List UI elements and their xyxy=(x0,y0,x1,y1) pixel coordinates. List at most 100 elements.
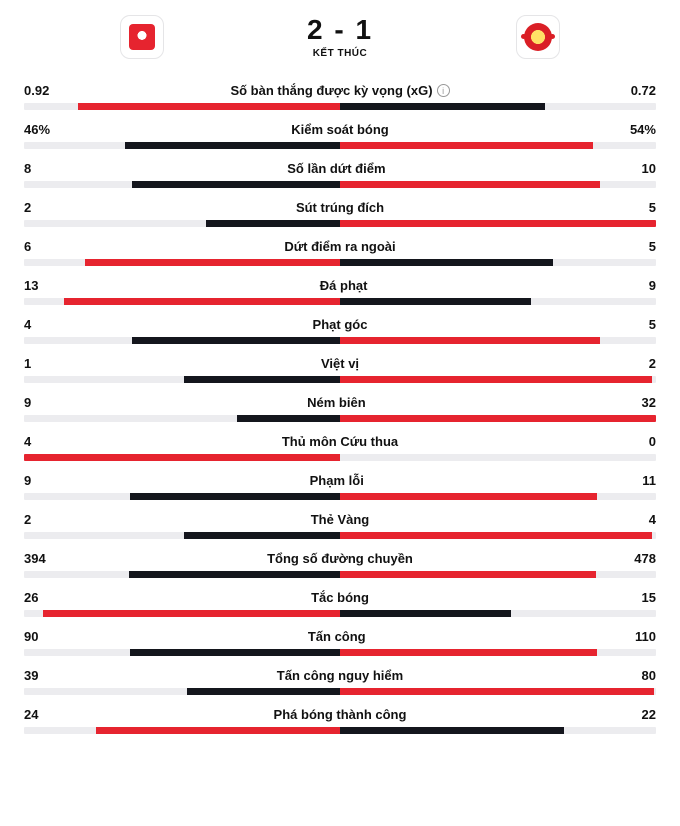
stat-label: Kiểm soát bóng xyxy=(291,122,389,137)
scoreline: 2 - 1 KẾT THÚC xyxy=(307,14,373,59)
score-separator: - xyxy=(334,14,345,45)
stat-label: Thẻ Vàng xyxy=(311,512,370,527)
stat-label: Tấn công nguy hiểm xyxy=(277,668,403,683)
stat-row: 6Dứt điểm ra ngoài5 xyxy=(24,239,656,266)
stat-row-head: 26Tắc bóng15 xyxy=(24,590,656,605)
away-value: 2 xyxy=(649,356,656,371)
home-bar-segment xyxy=(206,220,340,227)
home-bar-segment xyxy=(129,571,340,578)
home-value: 9 xyxy=(24,395,31,410)
stat-bar xyxy=(24,727,656,734)
away-bar-segment xyxy=(340,415,656,422)
stat-row-head: 2Sút trúng đích5 xyxy=(24,200,656,215)
stat-row-head: 0.92Số bàn thắng được kỳ vọng (xG)i0.72 xyxy=(24,83,656,98)
stat-bar xyxy=(24,454,656,461)
home-bar-segment xyxy=(78,103,340,110)
home-value: 39 xyxy=(24,668,38,683)
home-value: 90 xyxy=(24,629,38,644)
home-bar-segment xyxy=(96,727,340,734)
home-value: 2 xyxy=(24,512,31,527)
away-value: 22 xyxy=(642,707,656,722)
away-bar-segment xyxy=(340,259,553,266)
stat-label-text: Thủ môn Cứu thua xyxy=(282,434,398,449)
stat-label-text: Phạt góc xyxy=(313,317,368,332)
match-header: 2 - 1 KẾT THÚC xyxy=(0,0,680,65)
away-bar-segment xyxy=(340,298,531,305)
away-bar-segment xyxy=(340,493,597,500)
info-icon[interactable]: i xyxy=(437,84,450,97)
stat-label: Tấn công xyxy=(308,629,366,644)
home-bar-segment xyxy=(184,376,340,383)
stat-label: Phá bóng thành công xyxy=(274,707,407,722)
home-value: 8 xyxy=(24,161,31,176)
away-bar-segment xyxy=(340,649,597,656)
stat-label-text: Phạm lỗi xyxy=(310,473,364,488)
stat-row: 1Việt vị2 xyxy=(24,356,656,383)
stat-label-text: Tấn công xyxy=(308,629,366,644)
stat-label: Phạt góc xyxy=(313,317,368,332)
stat-label-text: Sút trúng đích xyxy=(296,200,384,215)
stat-label: Tổng số đường chuyền xyxy=(267,551,413,566)
stat-row: 394Tổng số đường chuyền478 xyxy=(24,551,656,578)
stat-row: 2 Thẻ Vàng 4 xyxy=(24,512,656,539)
home-value: 4 xyxy=(24,434,31,449)
stat-row: 4Phạt góc5 xyxy=(24,317,656,344)
stat-row-head: 13Đá phạt9 xyxy=(24,278,656,293)
home-bar-segment xyxy=(237,415,340,422)
stat-row-head: 8Số lần dứt điểm10 xyxy=(24,161,656,176)
stat-label-text: Phá bóng thành công xyxy=(274,707,407,722)
stat-row-head: 24Phá bóng thành công22 xyxy=(24,707,656,722)
stat-bar xyxy=(24,298,656,305)
stat-bar xyxy=(24,181,656,188)
stat-bar xyxy=(24,376,656,383)
stat-row-head: 9 Ném biên 32 xyxy=(24,395,656,410)
stat-bar xyxy=(24,571,656,578)
away-value: 478 xyxy=(634,551,656,566)
stat-label-text: Việt vị xyxy=(321,356,359,371)
stat-label: Sút trúng đích xyxy=(296,200,384,215)
stat-row: 8Số lần dứt điểm10 xyxy=(24,161,656,188)
stat-bar xyxy=(24,103,656,110)
stat-label: Số lần dứt điểm xyxy=(287,161,385,176)
away-bar-segment xyxy=(340,532,652,539)
score-text: 2 - 1 xyxy=(307,14,373,46)
away-value: 11 xyxy=(642,473,656,488)
nottingham-forest-crest-icon xyxy=(129,24,155,50)
stat-row-head: 46%Kiểm soát bóng54% xyxy=(24,122,656,137)
home-bar-segment xyxy=(125,142,340,149)
stat-row: 0.92Số bàn thắng được kỳ vọng (xG)i0.72 xyxy=(24,83,656,110)
stat-bar xyxy=(24,649,656,656)
stat-label: Tắc bóng xyxy=(311,590,369,605)
home-bar-segment xyxy=(43,610,340,617)
stat-row: 46%Kiểm soát bóng54% xyxy=(24,122,656,149)
match-status: KẾT THÚC xyxy=(307,48,373,59)
home-value: 2 xyxy=(24,200,31,215)
stat-label-text: Thẻ Vàng xyxy=(311,512,370,527)
stat-label-text: Tấn công nguy hiểm xyxy=(277,668,403,683)
stat-bar xyxy=(24,337,656,344)
stat-row-head: 4Phạt góc5 xyxy=(24,317,656,332)
stat-row: 24Phá bóng thành công22 xyxy=(24,707,656,734)
away-value: 110 xyxy=(635,629,656,644)
stat-row-head: 39Tấn công nguy hiểm80 xyxy=(24,668,656,683)
home-bar-segment xyxy=(64,298,340,305)
stat-row: 39Tấn công nguy hiểm80 xyxy=(24,668,656,695)
stat-label-text: Số bàn thắng được kỳ vọng (xG) xyxy=(230,83,432,98)
away-bar-segment xyxy=(340,103,545,110)
stat-label: Phạm lỗi xyxy=(310,473,364,488)
home-value: 9 xyxy=(24,473,31,488)
home-bar-segment xyxy=(187,688,340,695)
away-value: 32 xyxy=(642,395,656,410)
away-bar-segment xyxy=(340,571,596,578)
stat-label-text: Đá phạt xyxy=(320,278,368,293)
away-bar-segment xyxy=(340,220,656,227)
stat-label: Ném biên xyxy=(307,395,366,410)
stat-row: 9 Ném biên 32 xyxy=(24,395,656,422)
manchester-united-crest-icon xyxy=(524,23,552,51)
away-value: 4 xyxy=(649,512,656,527)
stat-row: 13Đá phạt9 xyxy=(24,278,656,305)
home-bar-segment xyxy=(24,454,340,461)
home-value: 46% xyxy=(24,122,50,137)
stat-bar xyxy=(24,610,656,617)
home-score: 2 xyxy=(307,14,325,45)
